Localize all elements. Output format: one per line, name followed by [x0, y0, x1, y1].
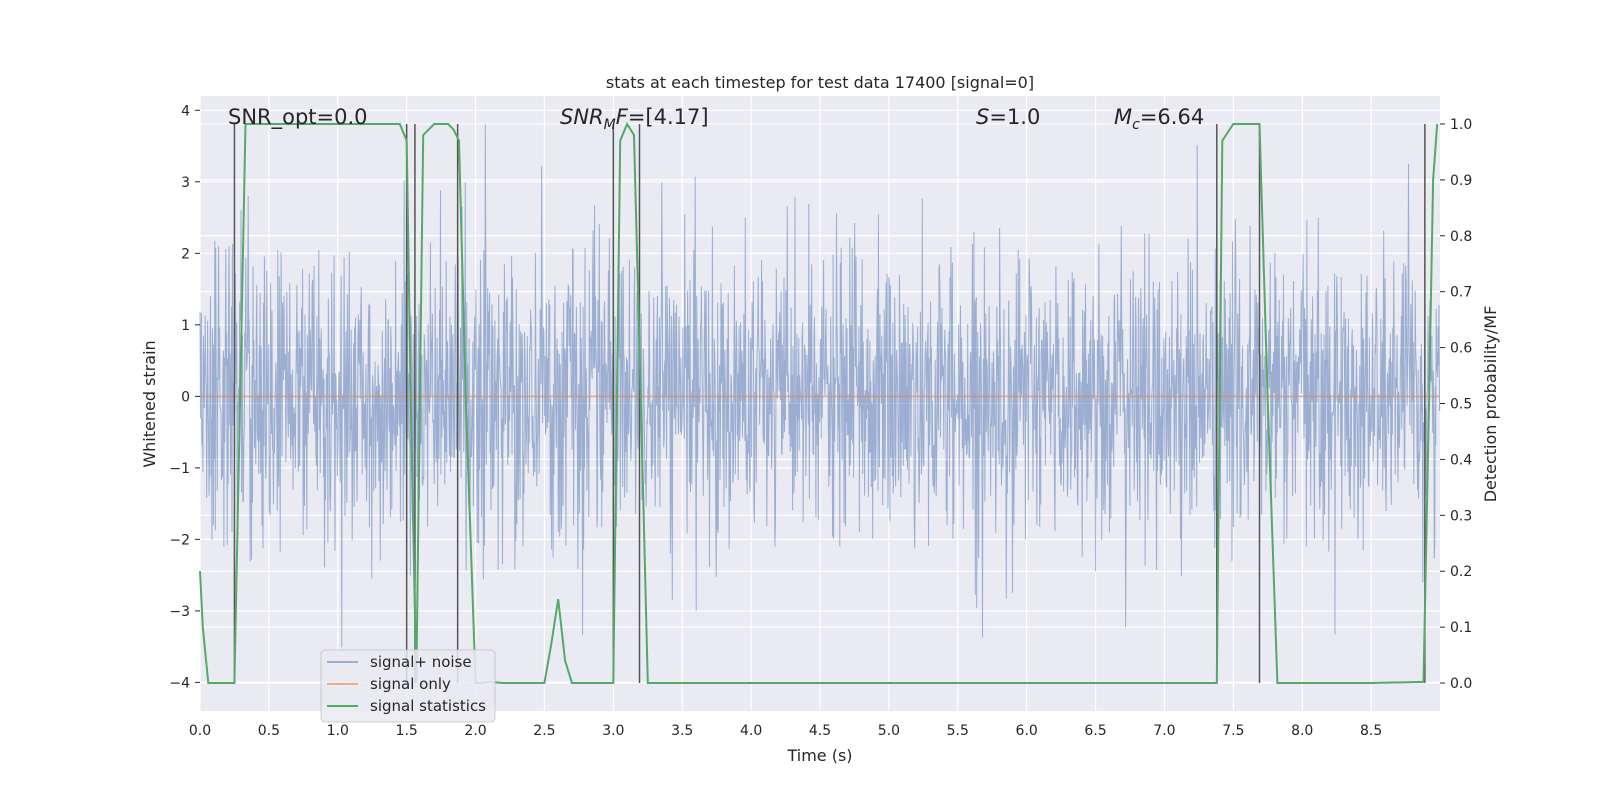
y2-tick-label: 0.3 — [1450, 508, 1472, 524]
annotation-snr-mf: SNRMF=[4.17] — [560, 105, 709, 133]
series-signal-statistics — [199, 121, 1439, 684]
annotation-s-value: =1.0 — [989, 105, 1040, 129]
y-tick-label: 0 — [181, 389, 190, 405]
annotation-mc: Mc=6.64 — [1114, 105, 1204, 133]
y-tick-label: 3 — [181, 175, 190, 191]
y2-tick-label: 0.0 — [1450, 676, 1472, 692]
y2-tick-label: 0.2 — [1450, 564, 1472, 580]
legend-label-signal-only: signal only — [370, 675, 451, 693]
chart-title: stats at each timestep for test data 174… — [606, 73, 1034, 92]
annotation-snr-opt: SNR_opt=0.0 — [228, 105, 368, 130]
y2-tick-label: 0.8 — [1450, 229, 1472, 245]
y-tick-label: 4 — [181, 103, 190, 119]
annotation-s-label: S — [976, 105, 989, 129]
x-tick-label: 8.5 — [1360, 723, 1382, 739]
y-tick-label: −1 — [169, 461, 190, 477]
x-tick-label: 0.0 — [189, 723, 211, 739]
y2-tick-label: 0.7 — [1450, 285, 1472, 301]
x-tick-label: 1.0 — [327, 723, 349, 739]
annotation-mc-sub: c — [1132, 117, 1140, 133]
annotation-snr-mf-sub: M — [604, 117, 616, 133]
legend-label-signal-statistics: signal statistics — [370, 697, 486, 715]
x-tick-label: 7.0 — [1153, 723, 1175, 739]
x-axis-ticks: 0.0 0.5 1.0 1.5 2.0 2.5 3.0 3.5 4.0 4.5 5.0 5.5 6.0 6… — [189, 723, 1382, 739]
legend: signal+ noise signal only signal statist… — [320, 649, 496, 723]
annotation-mc-value: =6.64 — [1140, 105, 1204, 129]
y-tick-label: −3 — [169, 604, 190, 620]
y2-tick-label: 1.0 — [1450, 117, 1472, 133]
y-axis-label: Whitened strain — [140, 340, 159, 467]
y2-tick-label: 0.6 — [1450, 341, 1472, 357]
x-tick-label: 6.0 — [1016, 723, 1038, 739]
x-tick-label: 3.5 — [671, 723, 693, 739]
y2-tick-label: 0.9 — [1450, 173, 1472, 189]
y-tick-label: 2 — [181, 246, 190, 262]
annotation-snr-mf-f: F — [616, 105, 629, 129]
annotation-s: S=1.0 — [976, 105, 1040, 129]
y2-axis-label: Detection probability/MF — [1481, 306, 1500, 503]
y2-tick-label: 0.5 — [1450, 397, 1472, 413]
annotation-snr-mf-label: SNR — [560, 105, 604, 129]
annotation-snr-mf-value: =[4.17] — [628, 105, 709, 129]
x-tick-label: 5.0 — [878, 723, 900, 739]
x-tick-label: 5.5 — [947, 723, 969, 739]
y2-tick-label: 0.4 — [1450, 452, 1472, 468]
y-tick-label: −2 — [169, 532, 190, 548]
x-axis-label: Time (s) — [786, 746, 852, 765]
x-tick-label: 0.5 — [258, 723, 280, 739]
x-tick-label: 2.0 — [464, 723, 486, 739]
annotation-mc-label: M — [1114, 105, 1132, 129]
x-tick-label: 4.0 — [740, 723, 762, 739]
y-tick-label: 1 — [181, 318, 190, 334]
x-tick-label: 8.0 — [1291, 723, 1313, 739]
x-tick-label: 2.5 — [533, 723, 555, 739]
y-axis-ticks: 4 3 2 1 0 −1 −2 −3 −4 — [169, 103, 200, 691]
x-tick-label: 7.5 — [1222, 723, 1244, 739]
y-tick-label: −4 — [169, 675, 190, 691]
y2-tick-label: 0.1 — [1450, 620, 1472, 636]
y2-axis-ticks: 1.0 0.9 0.8 0.7 0.6 0.5 0.4 0.3 0.2 0.1 0.0 — [1440, 117, 1472, 692]
x-tick-label: 3.0 — [602, 723, 624, 739]
legend-box — [320, 649, 496, 723]
x-tick-label: 1.5 — [396, 723, 418, 739]
statistics-line — [199, 121, 1439, 684]
x-tick-label: 6.5 — [1084, 723, 1106, 739]
x-tick-label: 4.5 — [809, 723, 831, 739]
legend-label-signal-noise: signal+ noise — [370, 653, 472, 671]
